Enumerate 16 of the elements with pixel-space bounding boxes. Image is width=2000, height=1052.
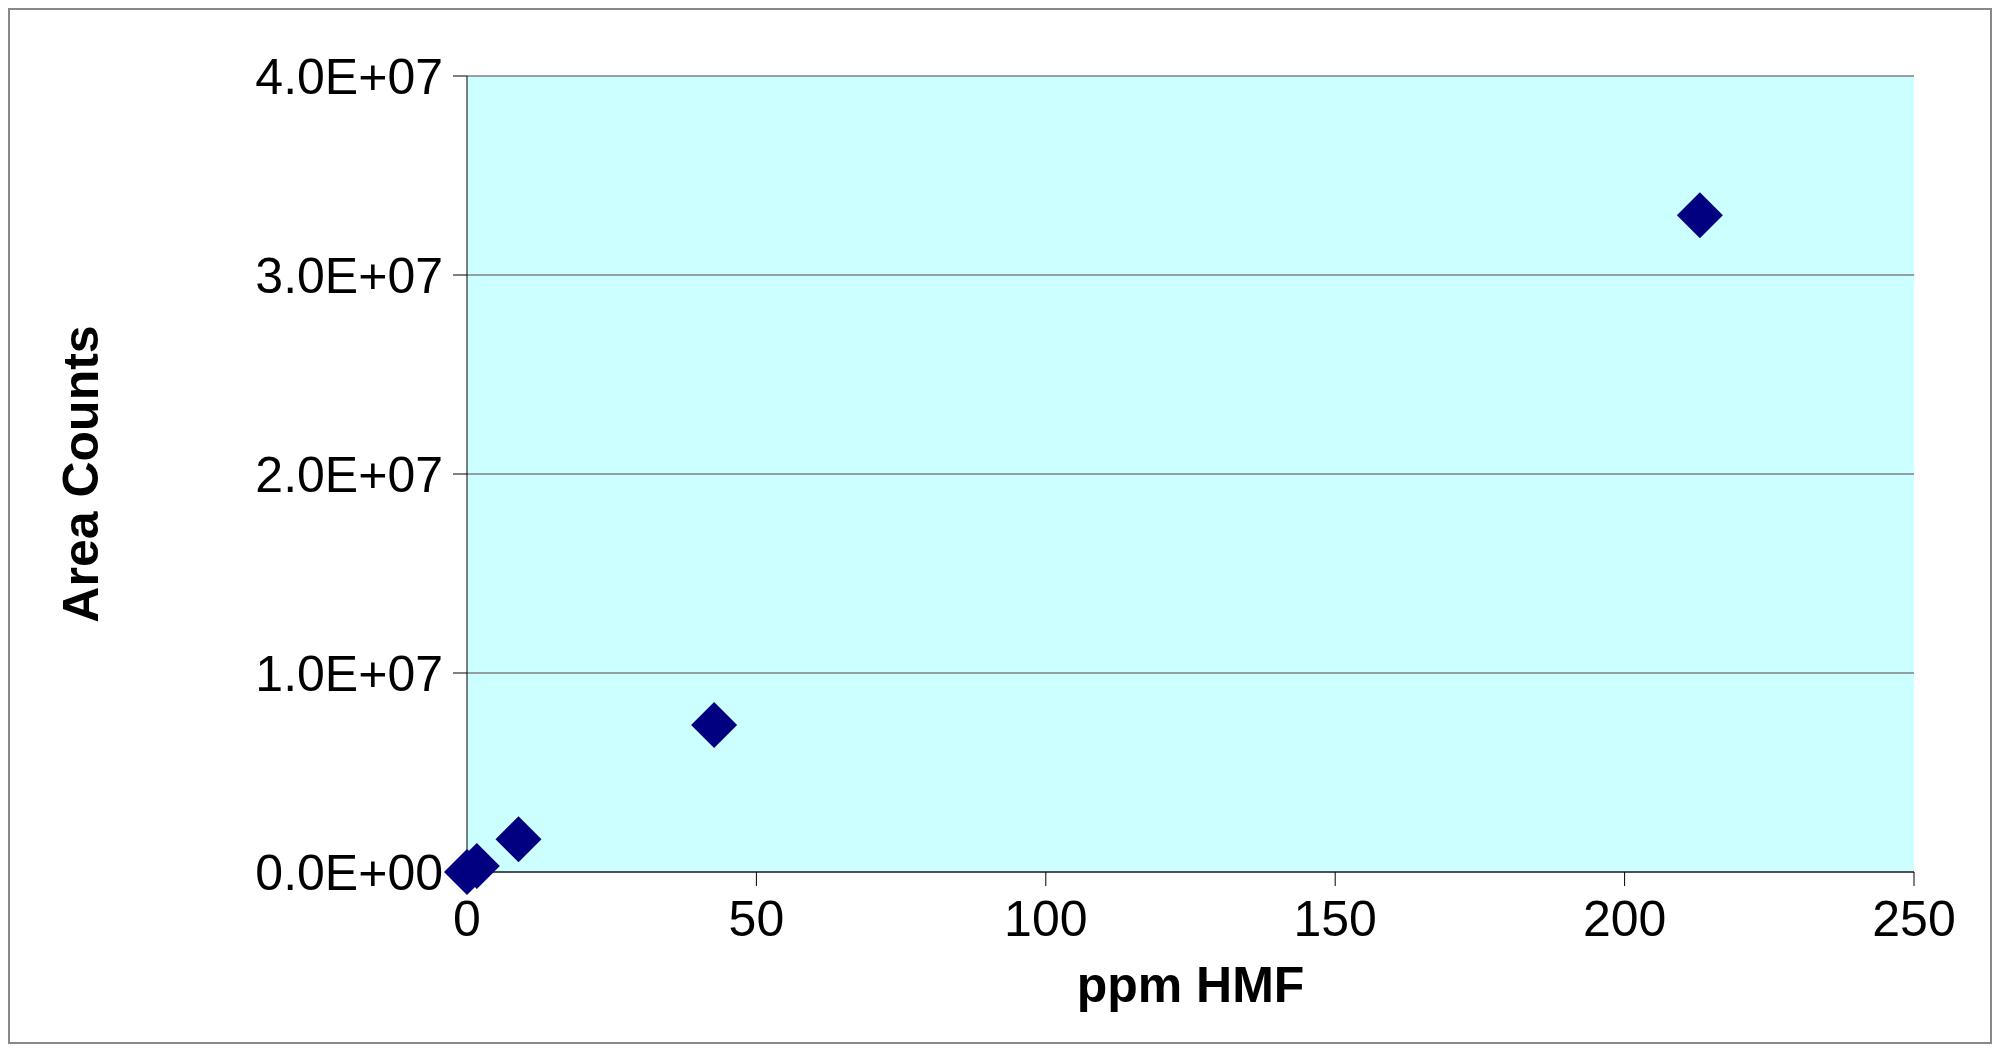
y-axis-title: Area Counts: [52, 325, 109, 623]
x-tick-label: 0: [453, 890, 481, 947]
x-tick-label: 100: [1004, 890, 1088, 947]
y-tick-label: 3.0E+07: [255, 247, 443, 304]
x-tick-label: 250: [1872, 890, 1956, 947]
x-tick-label: 150: [1293, 890, 1377, 947]
point: [495, 816, 542, 863]
x-tick-label: 200: [1582, 890, 1667, 947]
y-tick-label: 4.0E+07: [255, 48, 443, 105]
y-tick-label: 2.0E+07: [255, 446, 443, 503]
y-tick-label: 1.0E+07: [255, 645, 443, 702]
y-tick-label: 0.0E+00: [255, 844, 443, 901]
point: [1676, 192, 1723, 239]
x-axis-title: ppm HMF: [1076, 956, 1305, 1013]
point: [691, 701, 738, 748]
x-tick-label: 50: [728, 890, 785, 947]
